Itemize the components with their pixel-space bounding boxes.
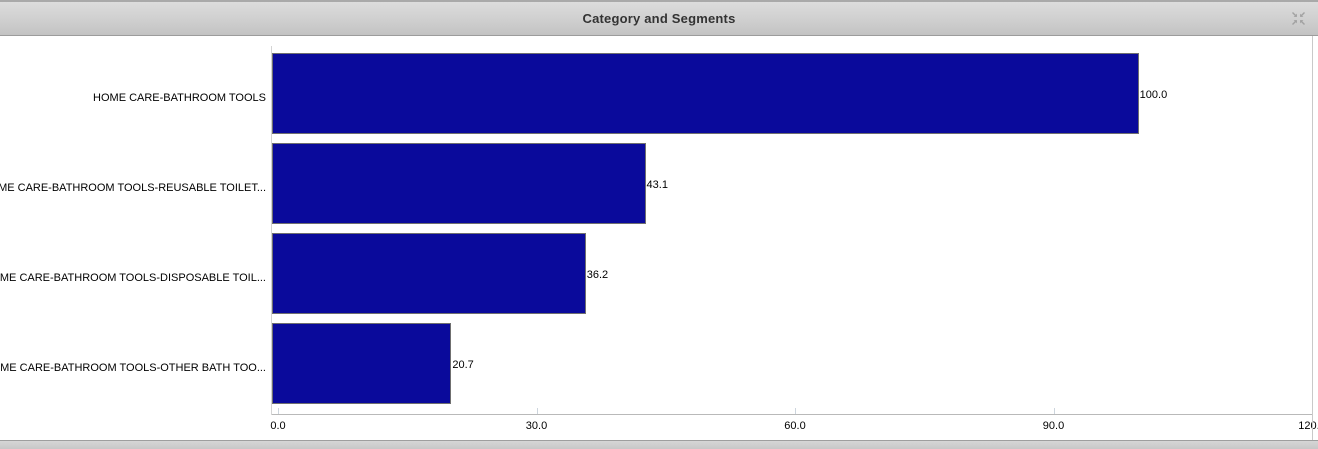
x-tick-label: 0.0 xyxy=(270,420,286,432)
bar-value-label: 36.2 xyxy=(586,268,609,281)
bar-row: HOME CARE-BATHROOM TOOLS-REUSABLE TOILET… xyxy=(0,143,1312,233)
bar-track: 100.0 xyxy=(272,53,1312,143)
bar-track: 43.1 xyxy=(272,143,1312,233)
x-tick-mark xyxy=(536,408,538,414)
x-axis-line xyxy=(272,414,1312,415)
chart-body: HOME CARE-BATHROOM TOOLS 100.0 HOME CARE-B… xyxy=(0,36,1318,441)
x-axis-ticks xyxy=(278,408,1313,414)
bar-rows: HOME CARE-BATHROOM TOOLS 100.0 HOME CARE-B… xyxy=(0,53,1312,413)
x-tick-mark xyxy=(278,408,279,414)
bar-value-label: 100.0 xyxy=(1139,88,1168,101)
bar[interactable] xyxy=(272,233,586,314)
bar-track: 36.2 xyxy=(272,233,1312,323)
bar-category-label: HOME CARE-BATHROOM TOOLS-REUSABLE TOILET… xyxy=(0,182,266,194)
bar[interactable] xyxy=(272,143,646,224)
bar-row: HOME CARE-BATHROOM TOOLS 100.0 xyxy=(0,53,1312,143)
bar[interactable] xyxy=(272,323,452,404)
bar-row: HOME CARE-BATHROOM TOOLS-DISPOSABLE TOIL… xyxy=(0,233,1312,323)
bar-category-label: HOME CARE-BATHROOM TOOLS-OTHER BATH TOO.… xyxy=(0,362,266,374)
bar[interactable] xyxy=(272,53,1139,134)
x-tick-label: 30.0 xyxy=(525,420,548,432)
x-tick-mark xyxy=(1053,408,1055,414)
collapse-arrows-glyph xyxy=(1291,12,1305,25)
bar-track: 20.7 xyxy=(272,323,1312,413)
bar-category-label: HOME CARE-BATHROOM TOOLS-DISPOSABLE TOIL… xyxy=(0,272,266,284)
x-axis-labels: 0.0 30.0 60.0 90.0 120.0 xyxy=(270,420,1318,434)
panel-header: Category and Segments xyxy=(0,0,1318,36)
bar-value-label: 43.1 xyxy=(646,178,668,191)
y-axis-baseline xyxy=(271,46,272,415)
bar-category-label: HOME CARE-BATHROOM TOOLS xyxy=(93,92,266,104)
panel-right-border xyxy=(1312,36,1313,441)
collapse-icon[interactable] xyxy=(1290,11,1306,27)
x-tick-label: 60.0 xyxy=(784,420,806,432)
x-tick-label: 120.0 xyxy=(1298,420,1318,432)
bar-value-label: 20.7 xyxy=(452,358,474,371)
panel-title: Category and Segments xyxy=(582,11,736,26)
x-tick-mark xyxy=(795,408,796,414)
bar-row: HOME CARE-BATHROOM TOOLS-OTHER BATH TOO.… xyxy=(0,323,1312,413)
x-tick-label: 90.0 xyxy=(1042,420,1065,432)
next-panel-edge xyxy=(0,440,1318,449)
